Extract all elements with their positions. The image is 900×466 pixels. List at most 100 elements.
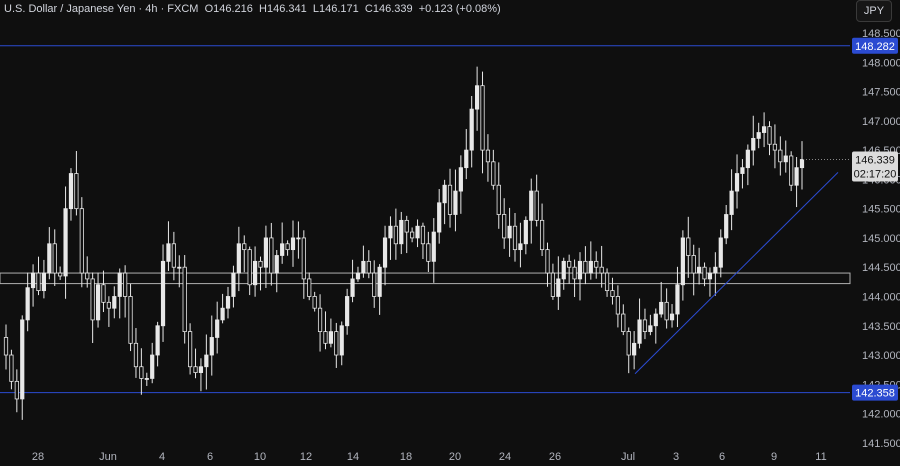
candle-body: [171, 243, 176, 268]
candle: [263, 225, 269, 289]
time-tick-label: 26: [549, 451, 561, 463]
candle-body: [3, 337, 9, 356]
candle-body: [63, 208, 68, 277]
currency-button[interactable]: JPY: [856, 0, 892, 22]
candle-body: [783, 155, 788, 163]
candle: [442, 179, 447, 225]
candle: [112, 286, 117, 319]
candle: [339, 321, 344, 366]
candle: [301, 230, 306, 299]
candle-body: [572, 266, 577, 280]
candle: [334, 322, 339, 368]
candle: [399, 211, 404, 255]
candle-body: [453, 190, 458, 215]
candle-body: [155, 325, 160, 356]
candle: [188, 323, 193, 375]
candle-body: [534, 190, 539, 221]
candle: [63, 186, 68, 299]
candle: [659, 281, 664, 318]
time-tick-label: Jun: [99, 451, 117, 463]
level-label: 148.282: [855, 41, 895, 53]
candle: [458, 155, 463, 214]
candle: [713, 252, 718, 296]
candle: [518, 222, 523, 268]
candle-body: [258, 260, 263, 268]
candle: [155, 321, 160, 367]
candle-body: [30, 272, 36, 289]
candle: [171, 231, 176, 281]
candle: [447, 168, 453, 228]
close-value: C146.339: [364, 3, 413, 15]
candle-body: [485, 149, 491, 163]
current-price-label-bg: [852, 151, 898, 182]
candle: [285, 240, 290, 256]
candle: [691, 244, 696, 296]
candle-body: [20, 319, 25, 400]
level-label-bg: [852, 384, 898, 401]
candle: [572, 259, 577, 298]
candle-body: [317, 307, 323, 333]
candle: [734, 154, 740, 209]
candle: [707, 267, 713, 297]
candle-body: [556, 278, 561, 297]
candle-body: [14, 380, 19, 400]
candle-body: [539, 219, 545, 251]
candle-body: [697, 266, 702, 274]
candle-body: [491, 161, 496, 186]
candle: [328, 318, 333, 348]
price-axis[interactable]: 148.500148.000147.500147.000146.500146.0…: [862, 28, 900, 450]
candle: [485, 134, 491, 182]
candle: [74, 151, 79, 216]
time-tick-label: 18: [400, 451, 412, 463]
candle: [144, 372, 149, 386]
candle: [225, 286, 231, 319]
current-price-label: 146.339: [855, 155, 895, 167]
candle-body: [334, 331, 339, 356]
candle: [106, 296, 111, 327]
time-tick-label: 9: [771, 451, 777, 463]
candle: [697, 247, 702, 285]
candle-body: [280, 243, 285, 256]
candle-body: [464, 149, 469, 169]
candle-body: [269, 237, 274, 274]
candle: [404, 215, 409, 254]
candle: [345, 288, 350, 335]
candle: [778, 136, 783, 176]
candle-body: [68, 173, 74, 210]
candle-body: [388, 225, 393, 239]
candle: [20, 315, 25, 420]
candle: [85, 256, 90, 288]
candle: [101, 270, 106, 313]
time-tick-label: 6: [719, 451, 725, 463]
candle-body: [95, 284, 101, 321]
candle-body: [475, 85, 480, 110]
candle-body: [415, 225, 420, 239]
candle: [453, 169, 458, 232]
time-tick-label: 24: [499, 451, 511, 463]
candle: [150, 342, 155, 384]
candle-body: [502, 214, 507, 239]
candle: [718, 229, 723, 278]
candle: [36, 256, 41, 296]
candle: [58, 266, 63, 280]
candle-body: [751, 137, 756, 151]
candle-body: [285, 243, 290, 251]
time-axis[interactable]: 28 Jun 4 6 10 12 14 18 20 24 26 Jul 3 6 9 11: [32, 451, 827, 463]
candle: [193, 348, 198, 379]
candle-body: [79, 208, 84, 274]
candle-body: [106, 301, 111, 309]
candle-body: [718, 237, 723, 268]
candle: [361, 245, 366, 278]
candle: [475, 66, 480, 131]
time-tick-label: 11: [815, 451, 826, 463]
candle-body: [577, 260, 583, 280]
price-tick-label: 145.500: [862, 204, 900, 216]
candle-body: [47, 243, 52, 274]
candle-body: [41, 272, 47, 292]
candle-body: [680, 237, 685, 286]
level-label-bg: [852, 37, 898, 54]
candle-body: [128, 296, 133, 344]
candle-body: [740, 167, 745, 174]
symbol-legend: U.S. Dollar / Japanese Yen · 4h · FXCM O…: [4, 3, 501, 15]
